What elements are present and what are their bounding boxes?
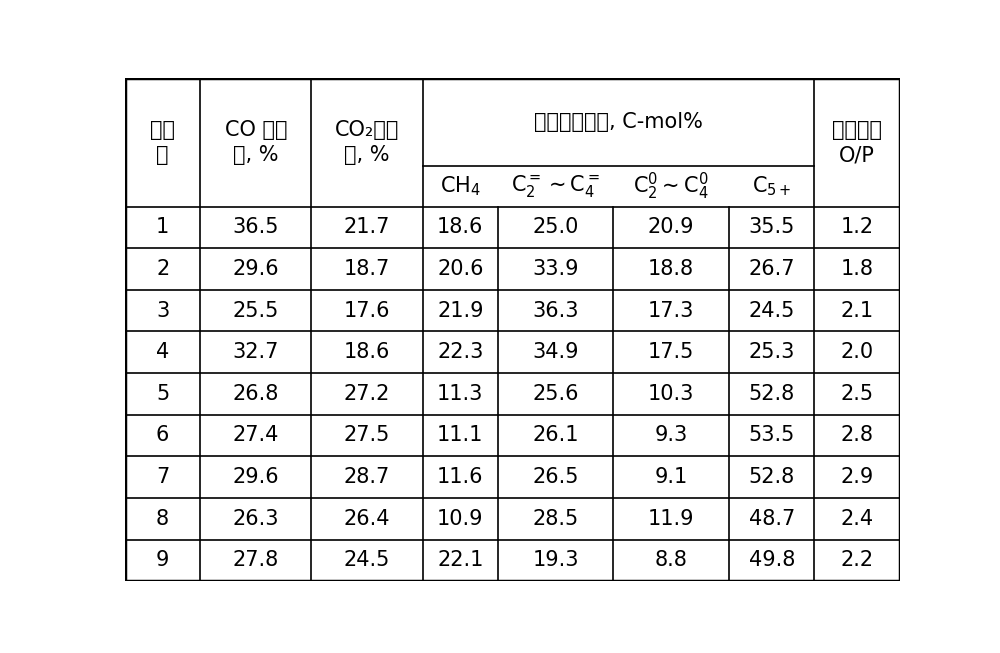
- Text: 26.3: 26.3: [233, 509, 279, 529]
- Text: 7: 7: [156, 467, 169, 487]
- Text: 10.9: 10.9: [437, 509, 484, 529]
- Text: 2.4: 2.4: [841, 509, 874, 529]
- Text: 26.1: 26.1: [532, 426, 579, 445]
- Text: 17.3: 17.3: [648, 300, 694, 321]
- Text: 6: 6: [156, 426, 169, 445]
- Text: 27.4: 27.4: [233, 426, 279, 445]
- Text: 2.0: 2.0: [841, 342, 874, 362]
- Text: 2.1: 2.1: [841, 300, 874, 321]
- Text: 26.4: 26.4: [344, 509, 390, 529]
- Text: 2: 2: [156, 259, 169, 279]
- Text: 烃类产物分布, C-mol%: 烃类产物分布, C-mol%: [534, 112, 703, 133]
- Text: 性, %: 性, %: [344, 145, 390, 165]
- Text: 27.2: 27.2: [344, 384, 390, 404]
- Text: 1: 1: [156, 217, 169, 238]
- Text: 27.8: 27.8: [233, 550, 279, 570]
- Text: 29.6: 29.6: [233, 259, 279, 279]
- Text: 18.7: 18.7: [344, 259, 390, 279]
- Text: $\mathrm{C_2^{=}{\sim}C_4^{=}}$: $\mathrm{C_2^{=}{\sim}C_4^{=}}$: [511, 174, 600, 199]
- Text: 52.8: 52.8: [749, 467, 795, 487]
- Text: O/P: O/P: [839, 145, 875, 165]
- Text: 17.5: 17.5: [648, 342, 694, 362]
- Text: 26.7: 26.7: [748, 259, 795, 279]
- Text: 24.5: 24.5: [344, 550, 390, 570]
- Text: 49.8: 49.8: [749, 550, 795, 570]
- Text: 18.6: 18.6: [437, 217, 484, 238]
- Text: 19.3: 19.3: [532, 550, 579, 570]
- Text: 32.7: 32.7: [233, 342, 279, 362]
- Text: 25.0: 25.0: [533, 217, 579, 238]
- Text: 3: 3: [156, 300, 169, 321]
- Text: 2.8: 2.8: [841, 426, 874, 445]
- Text: 53.5: 53.5: [749, 426, 795, 445]
- Text: CO 转化: CO 转化: [225, 120, 287, 140]
- Text: 48.7: 48.7: [749, 509, 795, 529]
- Text: 20.9: 20.9: [648, 217, 694, 238]
- Text: 17.6: 17.6: [344, 300, 390, 321]
- Text: 21.9: 21.9: [437, 300, 484, 321]
- Text: 4: 4: [156, 342, 169, 362]
- Text: 28.7: 28.7: [344, 467, 390, 487]
- Text: 2.5: 2.5: [841, 384, 874, 404]
- Text: 11.9: 11.9: [648, 509, 694, 529]
- Text: $\mathrm{CH_4}$: $\mathrm{CH_4}$: [440, 174, 481, 199]
- Text: 26.8: 26.8: [233, 384, 279, 404]
- Text: 11.6: 11.6: [437, 467, 484, 487]
- Text: 36.3: 36.3: [532, 300, 579, 321]
- Text: 28.5: 28.5: [533, 509, 579, 529]
- Text: 18.8: 18.8: [648, 259, 694, 279]
- Text: 2.9: 2.9: [841, 467, 874, 487]
- Text: 35.5: 35.5: [749, 217, 795, 238]
- Text: 34.9: 34.9: [532, 342, 579, 362]
- Text: 52.8: 52.8: [749, 384, 795, 404]
- Text: 1.2: 1.2: [841, 217, 874, 238]
- Text: 18.6: 18.6: [344, 342, 390, 362]
- Text: 率, %: 率, %: [233, 145, 279, 165]
- Text: 27.5: 27.5: [344, 426, 390, 445]
- Text: 9.1: 9.1: [655, 467, 688, 487]
- Text: 26.5: 26.5: [532, 467, 579, 487]
- Text: 22.1: 22.1: [437, 550, 484, 570]
- Text: 9.3: 9.3: [655, 426, 688, 445]
- Text: $\mathrm{C_2^{0}{\sim}C_4^{0}}$: $\mathrm{C_2^{0}{\sim}C_4^{0}}$: [633, 171, 709, 202]
- Text: 25.6: 25.6: [532, 384, 579, 404]
- Text: 22.3: 22.3: [437, 342, 484, 362]
- Text: 33.9: 33.9: [532, 259, 579, 279]
- Text: 36.5: 36.5: [233, 217, 279, 238]
- Text: 5: 5: [156, 384, 169, 404]
- Text: 例: 例: [156, 145, 169, 165]
- Text: 10.3: 10.3: [648, 384, 694, 404]
- Text: 29.6: 29.6: [233, 467, 279, 487]
- Text: 实施: 实施: [150, 120, 175, 140]
- Text: 8: 8: [156, 509, 169, 529]
- Text: CO₂选择: CO₂选择: [335, 120, 399, 140]
- Text: 21.7: 21.7: [344, 217, 390, 238]
- Text: 8.8: 8.8: [655, 550, 688, 570]
- Text: 24.5: 24.5: [749, 300, 795, 321]
- Text: 11.1: 11.1: [437, 426, 484, 445]
- Text: $\mathrm{C_{5+}}$: $\mathrm{C_{5+}}$: [752, 174, 791, 199]
- Text: 9: 9: [156, 550, 169, 570]
- Text: 1.8: 1.8: [841, 259, 874, 279]
- Text: 2.2: 2.2: [841, 550, 874, 570]
- Text: 20.6: 20.6: [437, 259, 484, 279]
- Text: 25.5: 25.5: [233, 300, 279, 321]
- Text: 烯烷比，: 烯烷比，: [832, 120, 882, 140]
- Text: 11.3: 11.3: [437, 384, 484, 404]
- Text: 25.3: 25.3: [749, 342, 795, 362]
